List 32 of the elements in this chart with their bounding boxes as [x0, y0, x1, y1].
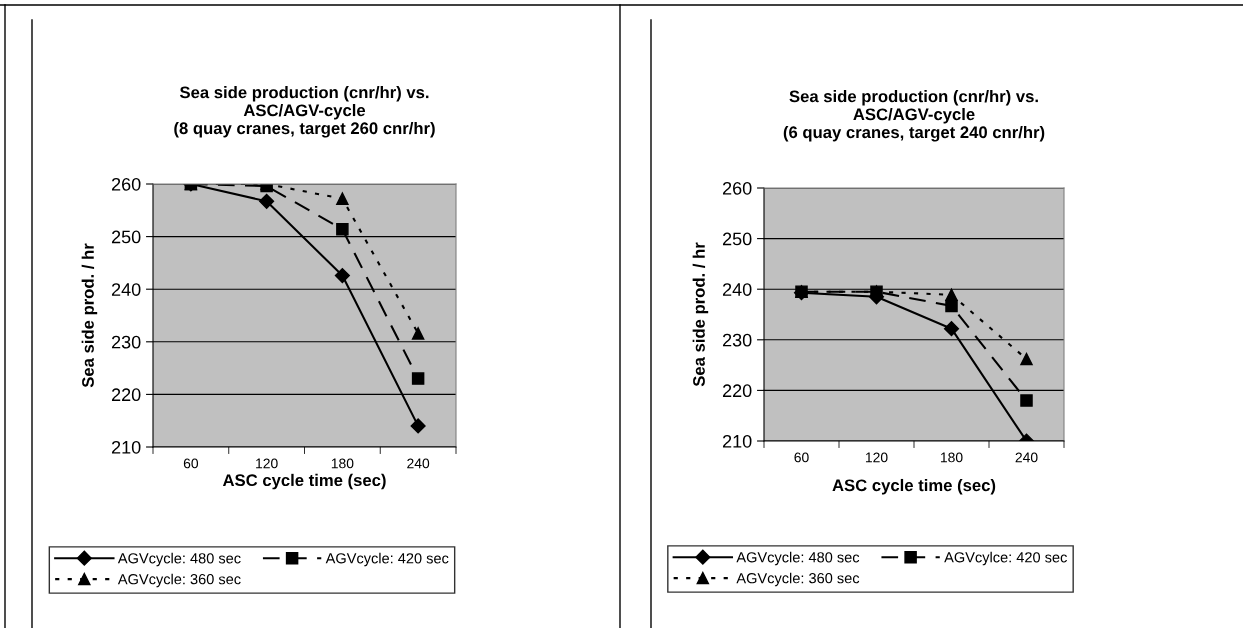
x-axis-title: ASC cycle time (sec)	[222, 473, 386, 490]
x-tick-label: 240	[1015, 452, 1038, 463]
chart-title: Sea side production (cnr/hr) vs. ASC/AGV-cycle (6 quay cranes, target 240 cnr/hr)	[783, 90, 1045, 142]
legend-label: AGVcycle: 420 sec	[325, 552, 449, 567]
x-tick-label: 240	[407, 458, 430, 469]
y-tick-label: 250	[722, 232, 752, 246]
y-axis-title: Sea side prod. / hr	[692, 242, 709, 387]
x-axis-title: ASC cycle time (sec)	[832, 478, 996, 495]
legend-label: AGVcycle: 360 sec	[117, 573, 241, 588]
y-axis-title: Sea side prod. / hr	[81, 243, 98, 388]
x-tick-label: 180	[331, 458, 354, 469]
y-tick-label: 240	[722, 283, 752, 296]
y-tick-label: 220	[111, 388, 141, 402]
legend-label: AGVcylce: 420 sec	[944, 551, 1067, 566]
legend-label: AGVcycle: 360 sec	[736, 572, 860, 587]
x-tick-label: 120	[865, 452, 888, 463]
y-tick-label: 260	[722, 181, 752, 195]
y-tick-label: 210	[722, 434, 752, 448]
x-tick-label: 60	[794, 452, 809, 463]
x-tick-label: 60	[183, 458, 199, 469]
legend-label: AGVcycle: 480 sec	[117, 552, 241, 567]
x-tick-label: 120	[256, 458, 278, 469]
x-tick-label: 180	[940, 452, 963, 463]
y-tick-label: 210	[111, 440, 141, 454]
y-tick-label: 250	[111, 230, 141, 244]
y-tick-label: 260	[111, 177, 141, 191]
y-tick-label: 230	[722, 333, 752, 347]
y-tick-label: 240	[111, 283, 141, 296]
chart-title: Sea side production (cnr/hr) vs. ASC/AGV-cycle (8 quay cranes, target 260 cnr/hr)	[174, 86, 435, 138]
y-tick-label: 230	[111, 335, 141, 349]
legend-label: AGVcycle: 480 sec	[736, 551, 860, 566]
y-tick-label: 220	[722, 384, 752, 398]
